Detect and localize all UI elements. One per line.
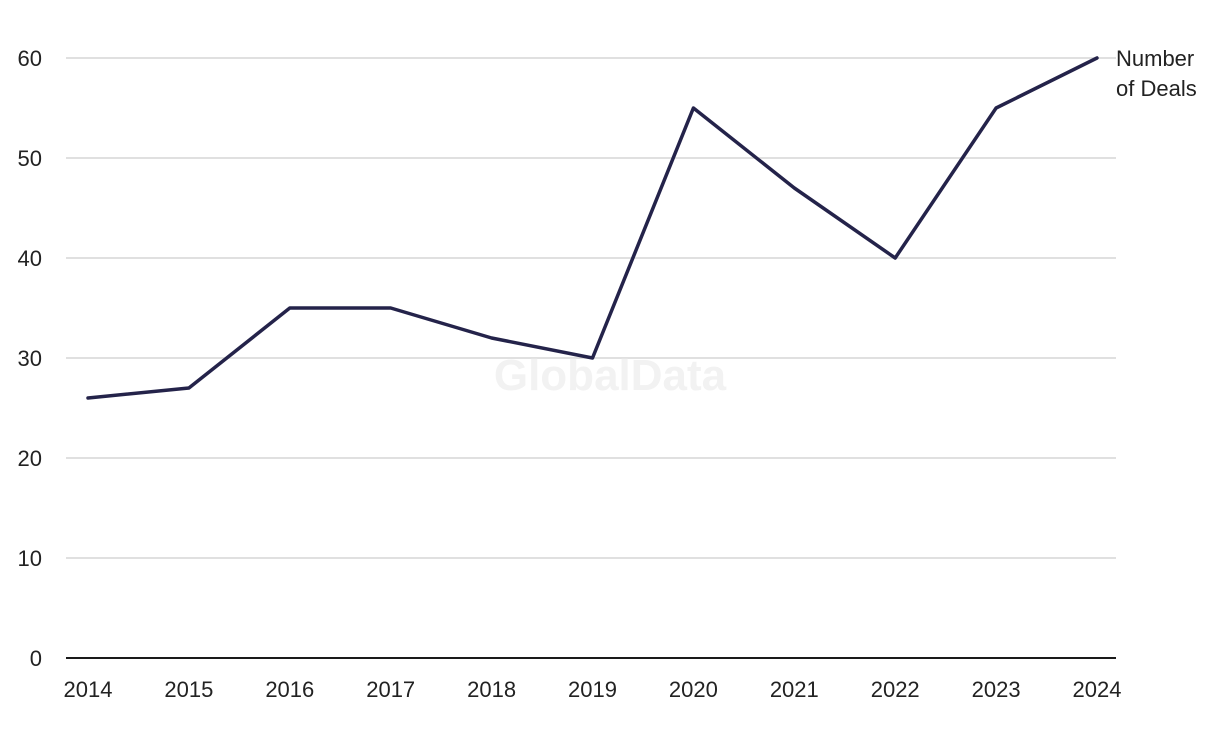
series-line-number-of-deals	[86, 56, 1099, 400]
y-tick-label: 50	[18, 146, 42, 171]
series-label: Number of Deals	[1116, 46, 1197, 101]
x-tick-label: 2019	[568, 677, 617, 702]
y-tick-label: 60	[18, 46, 42, 71]
watermark: GlobalData	[494, 351, 727, 400]
x-tick-label: 2024	[1073, 677, 1122, 702]
x-tick-label: 2014	[64, 677, 113, 702]
x-tick-label: 2017	[366, 677, 415, 702]
series-lines: Number of Deals	[86, 46, 1197, 400]
gridlines	[66, 57, 1116, 559]
x-tick-label: 2015	[164, 677, 213, 702]
y-tick-label: 20	[18, 446, 42, 471]
y-tick-label: 10	[18, 546, 42, 571]
axes: 0 10 20 30 40 50 60 2014 2015 2016 2017 2018 2019 202…	[18, 46, 1122, 702]
x-tick-label: 2018	[467, 677, 516, 702]
x-tick-label: 2023	[972, 677, 1021, 702]
x-tick-label: 2020	[669, 677, 718, 702]
series-label-line: Number	[1116, 46, 1194, 71]
y-tick-label: 30	[18, 346, 42, 371]
series-label-line: of Deals	[1116, 76, 1197, 101]
x-tick-label: 2016	[265, 677, 314, 702]
x-tick-label: 2022	[871, 677, 920, 702]
x-tick-label: 2021	[770, 677, 819, 702]
y-tick-label: 40	[18, 246, 42, 271]
y-tick-label: 0	[30, 646, 42, 671]
